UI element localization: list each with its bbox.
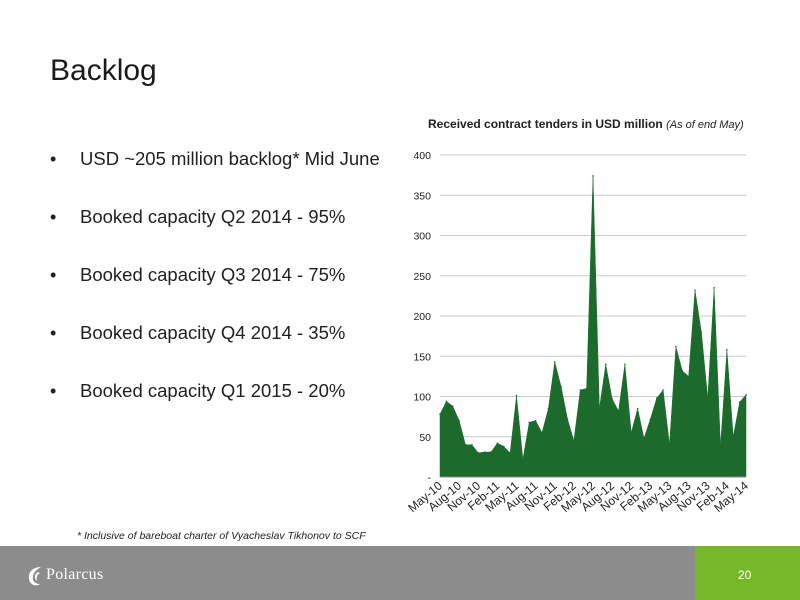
data-point — [483, 451, 486, 453]
data-point — [662, 389, 664, 391]
area-chart: -50100150200250300350400May-10Aug-10Nov-… — [405, 150, 751, 515]
data-point — [694, 289, 696, 292]
data-point — [458, 419, 460, 422]
data-point — [687, 375, 690, 378]
data-point — [598, 407, 601, 410]
data-point — [649, 418, 652, 420]
area-series — [439, 175, 747, 478]
bullet-item: • Booked capacity Q1 2015 - 20% — [50, 372, 410, 430]
bullet-dot: • — [50, 323, 57, 343]
data-point — [706, 397, 709, 399]
footer-bar — [0, 546, 800, 600]
footer-accent-block — [695, 546, 800, 600]
page-number: 20 — [738, 568, 752, 582]
polarcus-swirl-logo-icon — [28, 567, 41, 586]
data-point — [477, 452, 480, 454]
bullet-dot: • — [50, 207, 57, 227]
bullet-list: • USD ~205 million backlog* Mid June • Boo… — [50, 140, 410, 430]
y-tick-label: 100 — [413, 392, 431, 404]
data-point — [630, 431, 633, 434]
data-point — [496, 442, 499, 444]
footnote: * Inclusive of bareboat charter of Vyach… — [77, 530, 366, 542]
data-point — [566, 418, 569, 420]
data-point — [668, 444, 671, 446]
data-point — [553, 361, 556, 363]
data-point — [732, 435, 735, 438]
data-point — [502, 445, 505, 448]
data-point — [745, 394, 747, 396]
y-tick-label: 150 — [413, 351, 431, 363]
data-point — [604, 363, 607, 366]
chart-title-main: Received contract tenders in USD million — [428, 117, 663, 131]
logo-text: Polarcus — [46, 566, 104, 583]
y-tick-label: 400 — [413, 150, 431, 162]
bullet-item: • USD ~205 million backlog* Mid June — [50, 140, 410, 198]
data-point — [573, 439, 575, 442]
data-point — [515, 394, 518, 397]
data-point — [522, 458, 524, 461]
y-tick-label: 250 — [413, 271, 431, 283]
data-point — [547, 407, 550, 410]
bullet-item: • Booked capacity Q2 2014 - 95% — [50, 198, 410, 256]
bullet-text: Booked capacity Q2 2014 - 95% — [80, 206, 346, 227]
data-point — [713, 287, 715, 289]
data-point — [738, 401, 741, 403]
data-point — [451, 405, 454, 407]
data-point — [560, 386, 562, 388]
data-point — [675, 345, 677, 348]
company-logo: Polarcus — [26, 563, 136, 589]
data-point — [585, 387, 588, 390]
data-point — [464, 444, 467, 446]
data-point — [636, 407, 639, 410]
bullet-item: • Booked capacity Q3 2014 - 75% — [50, 256, 410, 314]
bullet-dot: • — [50, 149, 57, 169]
bullet-dot: • — [50, 265, 57, 285]
y-tick-label: 200 — [413, 311, 431, 323]
data-point — [719, 445, 722, 448]
y-tick-label: 50 — [419, 432, 431, 444]
data-point — [534, 419, 537, 422]
bullet-text: Booked capacity Q3 2014 - 75% — [80, 264, 346, 285]
bullet-item: • Booked capacity Q4 2014 - 35% — [50, 314, 410, 372]
data-point — [471, 444, 473, 446]
y-tick-label: 350 — [413, 190, 431, 202]
data-point — [579, 389, 582, 391]
data-point — [490, 451, 492, 453]
data-point — [617, 410, 620, 412]
data-point — [541, 431, 543, 434]
bullet-text: Booked capacity Q1 2015 - 20% — [80, 380, 346, 401]
data-point — [592, 175, 594, 177]
data-point — [439, 413, 441, 416]
data-point — [643, 437, 645, 440]
data-point — [611, 398, 613, 400]
data-point — [700, 331, 703, 333]
y-tick-label: - — [428, 472, 432, 484]
bullet-dot: • — [50, 381, 57, 401]
data-point — [509, 452, 511, 454]
bullet-text: Booked capacity Q4 2014 - 35% — [80, 322, 346, 343]
data-point — [528, 421, 531, 424]
chart-subtitle: (As of end May) — [666, 119, 744, 131]
data-point — [681, 369, 684, 372]
data-point — [445, 400, 448, 403]
bullet-text: USD ~205 million backlog* Mid June — [80, 148, 380, 169]
y-tick-label: 300 — [413, 231, 431, 243]
data-point — [624, 363, 626, 366]
data-point — [655, 397, 658, 399]
data-point — [726, 349, 728, 351]
chart-title: Received contract tenders in USD million… — [428, 117, 744, 131]
slide-title: Backlog — [50, 54, 157, 87]
